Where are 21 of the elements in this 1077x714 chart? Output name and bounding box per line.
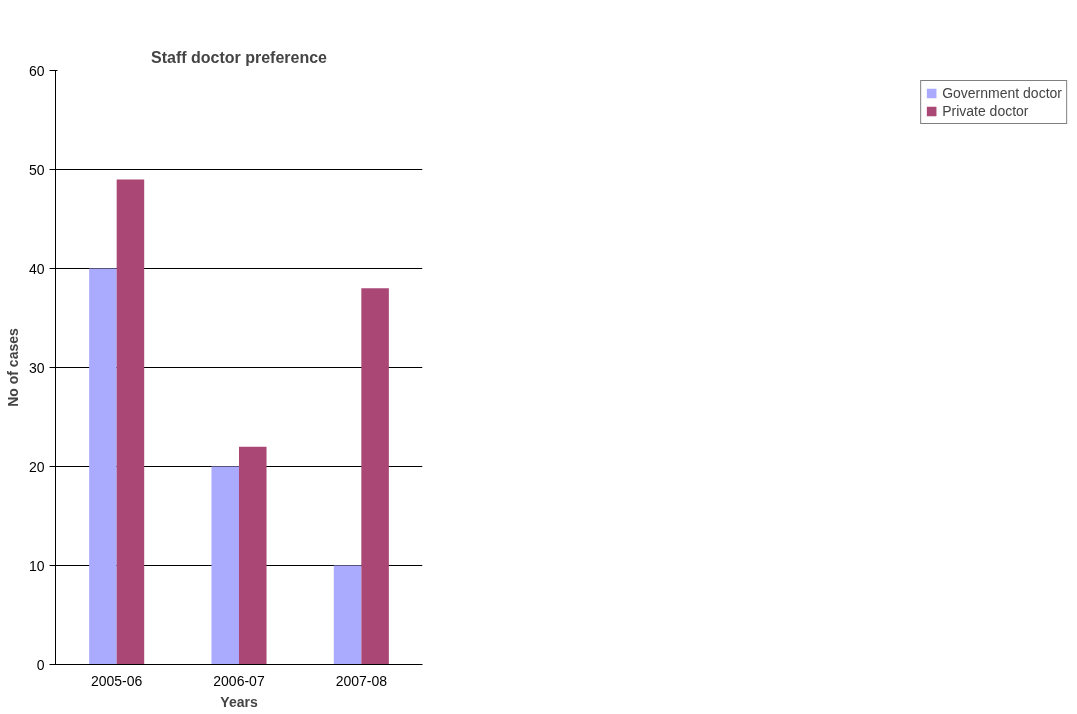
y-tick-label: 0 bbox=[36, 656, 45, 673]
y-tick-label: 30 bbox=[28, 359, 45, 376]
legend-label: Private doctor bbox=[942, 103, 1029, 119]
y-axis-title: No of cases bbox=[4, 327, 21, 407]
x-tick-label: 2007-08 bbox=[335, 672, 388, 689]
bar bbox=[116, 179, 145, 665]
chart-title: Staff doctor preference bbox=[150, 48, 328, 66]
y-tick-label: 40 bbox=[28, 260, 45, 277]
x-axis-title: Years bbox=[220, 693, 258, 710]
y-tick-label: 10 bbox=[28, 557, 45, 574]
y-tick-label: 20 bbox=[28, 458, 45, 475]
x-tick-label: 2005-06 bbox=[90, 672, 143, 689]
bar bbox=[211, 466, 239, 665]
x-tick-label: 2006-07 bbox=[213, 672, 265, 689]
bar bbox=[89, 268, 117, 665]
y-tick-label: 60 bbox=[28, 62, 45, 79]
bar bbox=[333, 565, 362, 665]
bar bbox=[361, 288, 389, 665]
y-tick-label: 50 bbox=[28, 161, 45, 178]
bar bbox=[239, 446, 267, 665]
legend-label: Government doctor bbox=[942, 85, 1062, 101]
